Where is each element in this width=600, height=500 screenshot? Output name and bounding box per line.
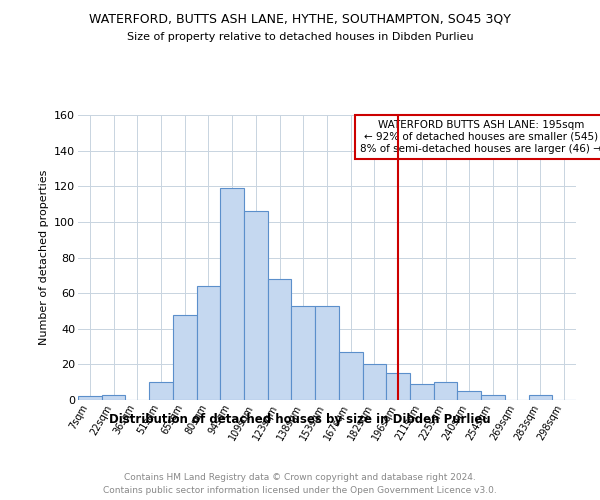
Bar xyxy=(292,306,315,400)
Text: Contains public sector information licensed under the Open Government Licence v3: Contains public sector information licen… xyxy=(103,486,497,495)
Text: Distribution of detached houses by size in Dibden Purlieu: Distribution of detached houses by size … xyxy=(109,412,491,426)
Bar xyxy=(386,374,410,400)
Bar xyxy=(434,382,457,400)
Bar xyxy=(362,364,386,400)
Bar xyxy=(149,382,173,400)
Bar xyxy=(173,314,197,400)
Bar xyxy=(529,394,552,400)
Bar xyxy=(410,384,434,400)
Y-axis label: Number of detached properties: Number of detached properties xyxy=(38,170,49,345)
Bar xyxy=(244,211,268,400)
Text: WATERFORD BUTTS ASH LANE: 195sqm
← 92% of detached houses are smaller (545)
8% o: WATERFORD BUTTS ASH LANE: 195sqm ← 92% o… xyxy=(360,120,600,154)
Bar xyxy=(339,352,362,400)
Bar xyxy=(268,279,292,400)
Bar xyxy=(78,396,102,400)
Bar xyxy=(315,306,339,400)
Text: Contains HM Land Registry data © Crown copyright and database right 2024.: Contains HM Land Registry data © Crown c… xyxy=(124,472,476,482)
Bar xyxy=(102,394,125,400)
Text: WATERFORD, BUTTS ASH LANE, HYTHE, SOUTHAMPTON, SO45 3QY: WATERFORD, BUTTS ASH LANE, HYTHE, SOUTHA… xyxy=(89,12,511,26)
Bar xyxy=(457,391,481,400)
Bar xyxy=(197,286,220,400)
Bar xyxy=(220,188,244,400)
Bar xyxy=(481,394,505,400)
Text: Size of property relative to detached houses in Dibden Purlieu: Size of property relative to detached ho… xyxy=(127,32,473,42)
